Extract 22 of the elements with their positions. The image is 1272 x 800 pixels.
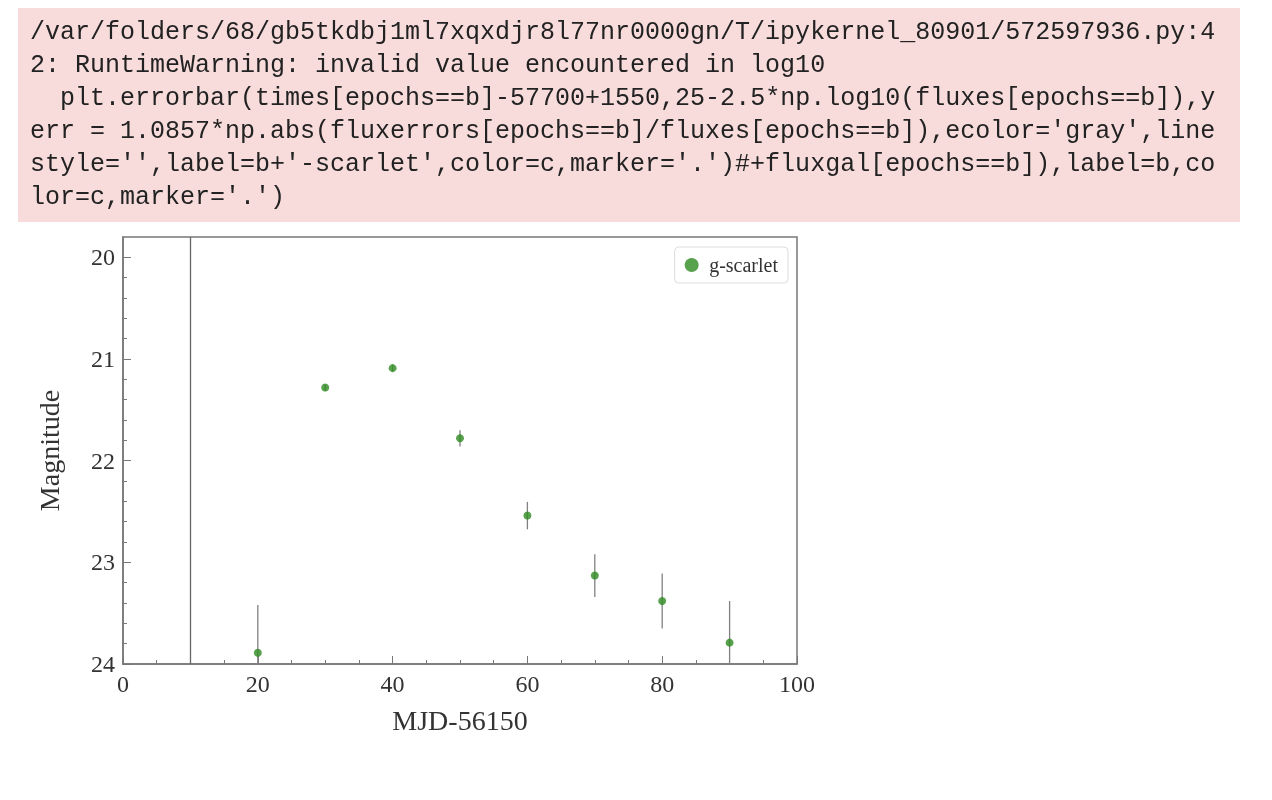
y-tick-label: 24 [91,651,115,677]
point [523,511,532,520]
point [658,596,667,605]
point [590,571,599,580]
x-tick-label: 40 [380,671,405,697]
point [253,648,262,657]
y-tick-label: 23 [91,549,115,576]
x-tick-label: 60 [515,671,540,697]
warning-message: /var/folders/68/gb5tkdbj1ml7xqxdjr8l77nr0000gn/T/ipykernel_80901/572597936.py:42: RuntimeWarning: invalid value encountered in log10 plt.errorbar(times[epochs==b]-57700+1550,25-2.5*np.log10(fluxes[epochs==b]),yerr = 1.0857*np.abs(fluxerrors[epochs==b]/fluxes[epochs==b]),ecolor='gray',linestyle='',label=b+'-scarlet',color=c,marker='.')#+fluxgal[epochs==b]),label=b,color=c,marker='.') [18,8,1240,222]
y-axis-title: Magnitude [33,389,65,512]
x-tick-label: 80 [650,671,675,697]
y-tick-label: 22 [91,447,115,474]
x-axis-title: MJD-56150 [392,704,528,736]
legend-label: g-scarlet [709,254,779,277]
y-tick-label: 21 [91,346,115,372]
point [456,434,464,443]
x-tick-label: 0 [117,671,129,697]
x-tick-label: 100 [779,671,815,697]
point [725,638,734,647]
x-tick-label: 20 [245,671,270,697]
y-tick-label: 20 [91,244,115,271]
point [321,383,330,392]
